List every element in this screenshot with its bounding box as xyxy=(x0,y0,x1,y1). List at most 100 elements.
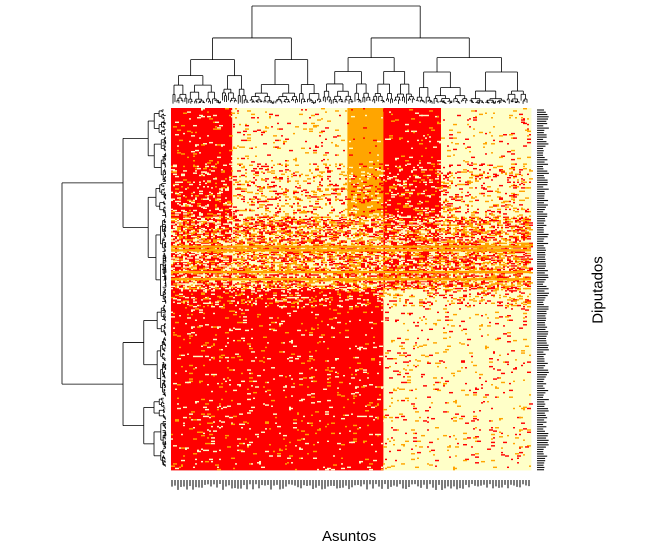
heatmap-cell xyxy=(223,234,225,237)
heatmap-cell xyxy=(253,264,255,266)
heatmap-cell xyxy=(313,218,317,221)
heatmap-cell xyxy=(207,256,211,258)
heatmap-cell xyxy=(377,188,381,190)
heatmap-cell xyxy=(185,240,187,242)
heatmap-cell xyxy=(479,262,481,265)
heatmap-cell xyxy=(307,258,309,260)
heatmap-cell xyxy=(297,235,299,238)
heatmap-cell xyxy=(313,260,315,263)
heatmap-cell xyxy=(479,174,483,177)
heatmap-cell xyxy=(295,191,299,194)
heatmap-cell xyxy=(455,196,459,198)
heatmap-cell xyxy=(295,227,297,230)
heatmap-cell xyxy=(323,267,327,269)
heatmap-cell xyxy=(331,224,333,226)
heatmap-cell xyxy=(177,218,179,221)
heatmap-cell xyxy=(377,256,379,258)
heatmap-cell xyxy=(335,165,337,168)
heatmap-cell xyxy=(285,232,287,234)
heatmap-cell xyxy=(301,252,303,255)
heatmap-cell xyxy=(241,183,243,186)
heatmap-cell xyxy=(251,216,253,219)
heatmap-cell xyxy=(235,243,239,246)
heatmap-cell xyxy=(213,216,217,219)
heatmap-cell xyxy=(349,268,353,271)
heatmap-cell xyxy=(217,256,219,258)
heatmap-cell xyxy=(259,206,263,208)
heatmap-cell xyxy=(265,232,267,234)
heatmap-cell xyxy=(189,233,191,235)
heatmap-cell xyxy=(465,258,469,260)
heatmap-cell xyxy=(201,243,203,246)
heatmap-cell xyxy=(301,190,303,193)
heatmap-cell xyxy=(509,174,513,177)
heatmap-cell xyxy=(329,255,333,257)
heatmap-cell xyxy=(331,188,335,190)
heatmap-cell xyxy=(243,259,247,262)
heatmap-cell xyxy=(365,227,369,230)
heatmap-cell xyxy=(291,259,295,262)
heatmap-cell xyxy=(439,163,443,165)
heatmap-cell xyxy=(265,257,267,259)
heatmap-cell xyxy=(393,234,397,237)
heatmap-cell xyxy=(321,264,323,266)
heatmap-cell xyxy=(503,265,507,267)
heatmap-cell xyxy=(283,218,285,221)
heatmap-cell xyxy=(465,161,469,163)
heatmap-cell xyxy=(525,235,527,238)
heatmap-cell xyxy=(251,255,253,257)
heatmap-cell xyxy=(199,174,201,177)
heatmap-cell xyxy=(255,227,257,230)
heatmap-cell xyxy=(447,221,449,223)
heatmap-cell xyxy=(489,169,491,171)
heatmap-cell xyxy=(435,178,439,180)
heatmap-cell xyxy=(463,160,465,162)
heatmap-cell xyxy=(389,187,391,189)
heatmap-cell xyxy=(333,224,337,226)
heatmap-cell xyxy=(349,147,353,150)
heatmap-cell xyxy=(499,224,501,226)
heatmap-cell xyxy=(263,143,267,145)
heatmap-cell xyxy=(471,196,473,198)
heatmap-cell xyxy=(361,240,365,242)
heatmap-cell xyxy=(293,174,297,177)
heatmap-cell xyxy=(331,229,333,231)
heatmap-cell xyxy=(203,167,207,170)
heatmap-cell xyxy=(525,232,529,234)
heatmap-cell xyxy=(381,179,383,181)
heatmap-cell xyxy=(473,221,477,223)
heatmap-cell xyxy=(245,268,249,271)
heatmap-cell xyxy=(301,231,303,233)
heatmap-cell xyxy=(267,200,269,203)
heatmap-cell xyxy=(241,232,243,234)
heatmap-cell xyxy=(175,242,179,245)
heatmap-cell xyxy=(469,232,473,234)
heatmap-cell xyxy=(399,265,403,267)
heatmap-cell xyxy=(361,174,365,177)
heatmap-cell xyxy=(475,262,477,265)
heatmap-cell xyxy=(291,235,293,238)
heatmap-cell xyxy=(503,264,505,266)
heatmap-cell xyxy=(475,175,479,178)
heatmap-cell xyxy=(523,225,525,228)
heatmap-cell xyxy=(353,264,355,266)
heatmap-cell xyxy=(503,218,505,221)
heatmap-cell xyxy=(335,145,339,147)
heatmap-cell xyxy=(469,177,473,179)
heatmap-cell xyxy=(475,180,479,182)
heatmap-cell xyxy=(227,262,231,265)
heatmap-cell xyxy=(347,259,349,262)
heatmap-cell xyxy=(215,225,219,228)
heatmap-cell xyxy=(239,164,241,166)
heatmap-cell xyxy=(481,227,485,230)
heatmap-cell xyxy=(325,223,327,225)
heatmap-cell xyxy=(279,163,281,165)
heatmap-cell xyxy=(363,219,367,222)
heatmap-cell xyxy=(291,173,293,176)
heatmap-cell xyxy=(313,213,317,215)
heatmap-cell xyxy=(479,240,483,242)
heatmap-cell xyxy=(341,216,343,219)
heatmap-cell xyxy=(203,239,205,241)
heatmap-cell xyxy=(505,217,509,220)
heatmap-cell xyxy=(523,181,525,183)
